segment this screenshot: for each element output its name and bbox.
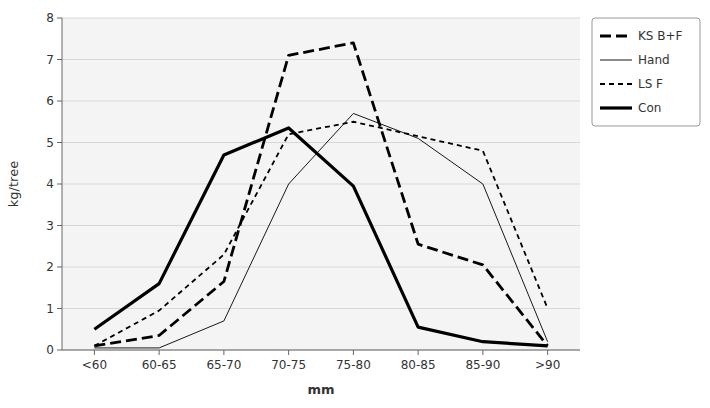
x-tick <box>288 350 289 355</box>
x-tick <box>94 350 95 355</box>
x-tick-label: 80-85 <box>401 358 436 372</box>
legend-label: Hand <box>638 53 670 67</box>
x-tick <box>547 350 548 355</box>
series-line <box>94 128 547 346</box>
x-tick-label: 60-65 <box>142 358 177 372</box>
y-tick <box>57 350 62 351</box>
grid-line <box>62 18 580 19</box>
y-tick-label: 4 <box>46 177 54 191</box>
legend-label: LS F <box>638 77 663 91</box>
y-tick-label: 2 <box>46 260 54 274</box>
y-axis-line <box>62 18 63 350</box>
x-tick <box>418 350 419 355</box>
legend-box <box>592 18 700 126</box>
chart: 0 1 2 3 4 5 6 7 8 <60 60-65 65-70 70-75 75-80 80-85 85-… <box>0 0 710 408</box>
y-axis-title: kg/tree <box>6 161 21 207</box>
legend-label: Con <box>638 101 661 115</box>
y-tick <box>57 101 62 102</box>
y-tick-label: 5 <box>46 136 54 150</box>
legend-swatch <box>600 35 632 38</box>
chart-container: 0 1 2 3 4 5 6 7 8 <60 60-65 65-70 70-75 75-80 80-85 85-… <box>0 0 710 408</box>
y-tick <box>57 225 62 226</box>
series-line <box>94 113 547 347</box>
series-group <box>94 43 547 348</box>
grid-line <box>62 184 580 185</box>
legend-swatch <box>600 60 632 61</box>
y-tick-label: 6 <box>46 94 54 108</box>
x-tick-label: 85-90 <box>465 358 500 372</box>
y-tick-label: 1 <box>46 302 54 316</box>
x-axis-title: mm <box>307 382 334 397</box>
y-tick-label: 0 <box>46 343 54 357</box>
x-tick-label: 70-75 <box>271 358 306 372</box>
legend: KS B+F Hand LS F Con <box>592 18 700 126</box>
y-tick-label: 3 <box>46 219 54 233</box>
grid-line <box>62 59 580 60</box>
x-tick-label: <60 <box>82 358 107 372</box>
x-axis-line <box>62 350 580 351</box>
x-tick <box>353 350 354 355</box>
y-tick-label: 7 <box>46 53 54 67</box>
series-line <box>94 122 547 346</box>
y-tick <box>57 267 62 268</box>
grid-line <box>62 225 580 226</box>
legend-label: KS B+F <box>638 29 683 43</box>
grid-line <box>62 308 580 309</box>
series-line <box>94 43 547 346</box>
y-tick <box>57 18 62 19</box>
grid-line <box>62 350 580 351</box>
y-tick-label: 8 <box>46 11 54 25</box>
x-tick-label: 65-70 <box>206 358 241 372</box>
plot-background <box>62 18 580 350</box>
legend-swatch <box>600 106 632 109</box>
y-tick <box>57 142 62 143</box>
x-tick-label: >90 <box>535 358 560 372</box>
y-tick <box>57 308 62 309</box>
y-tick <box>57 59 62 60</box>
x-tick <box>159 350 160 355</box>
y-tick <box>57 184 62 185</box>
x-tick <box>482 350 483 355</box>
legend-swatch <box>600 83 632 85</box>
x-tick-label: 75-80 <box>336 358 371 372</box>
grid-line <box>62 101 580 102</box>
grid-line <box>62 267 580 268</box>
x-tick <box>223 350 224 355</box>
grid-line <box>62 142 580 143</box>
